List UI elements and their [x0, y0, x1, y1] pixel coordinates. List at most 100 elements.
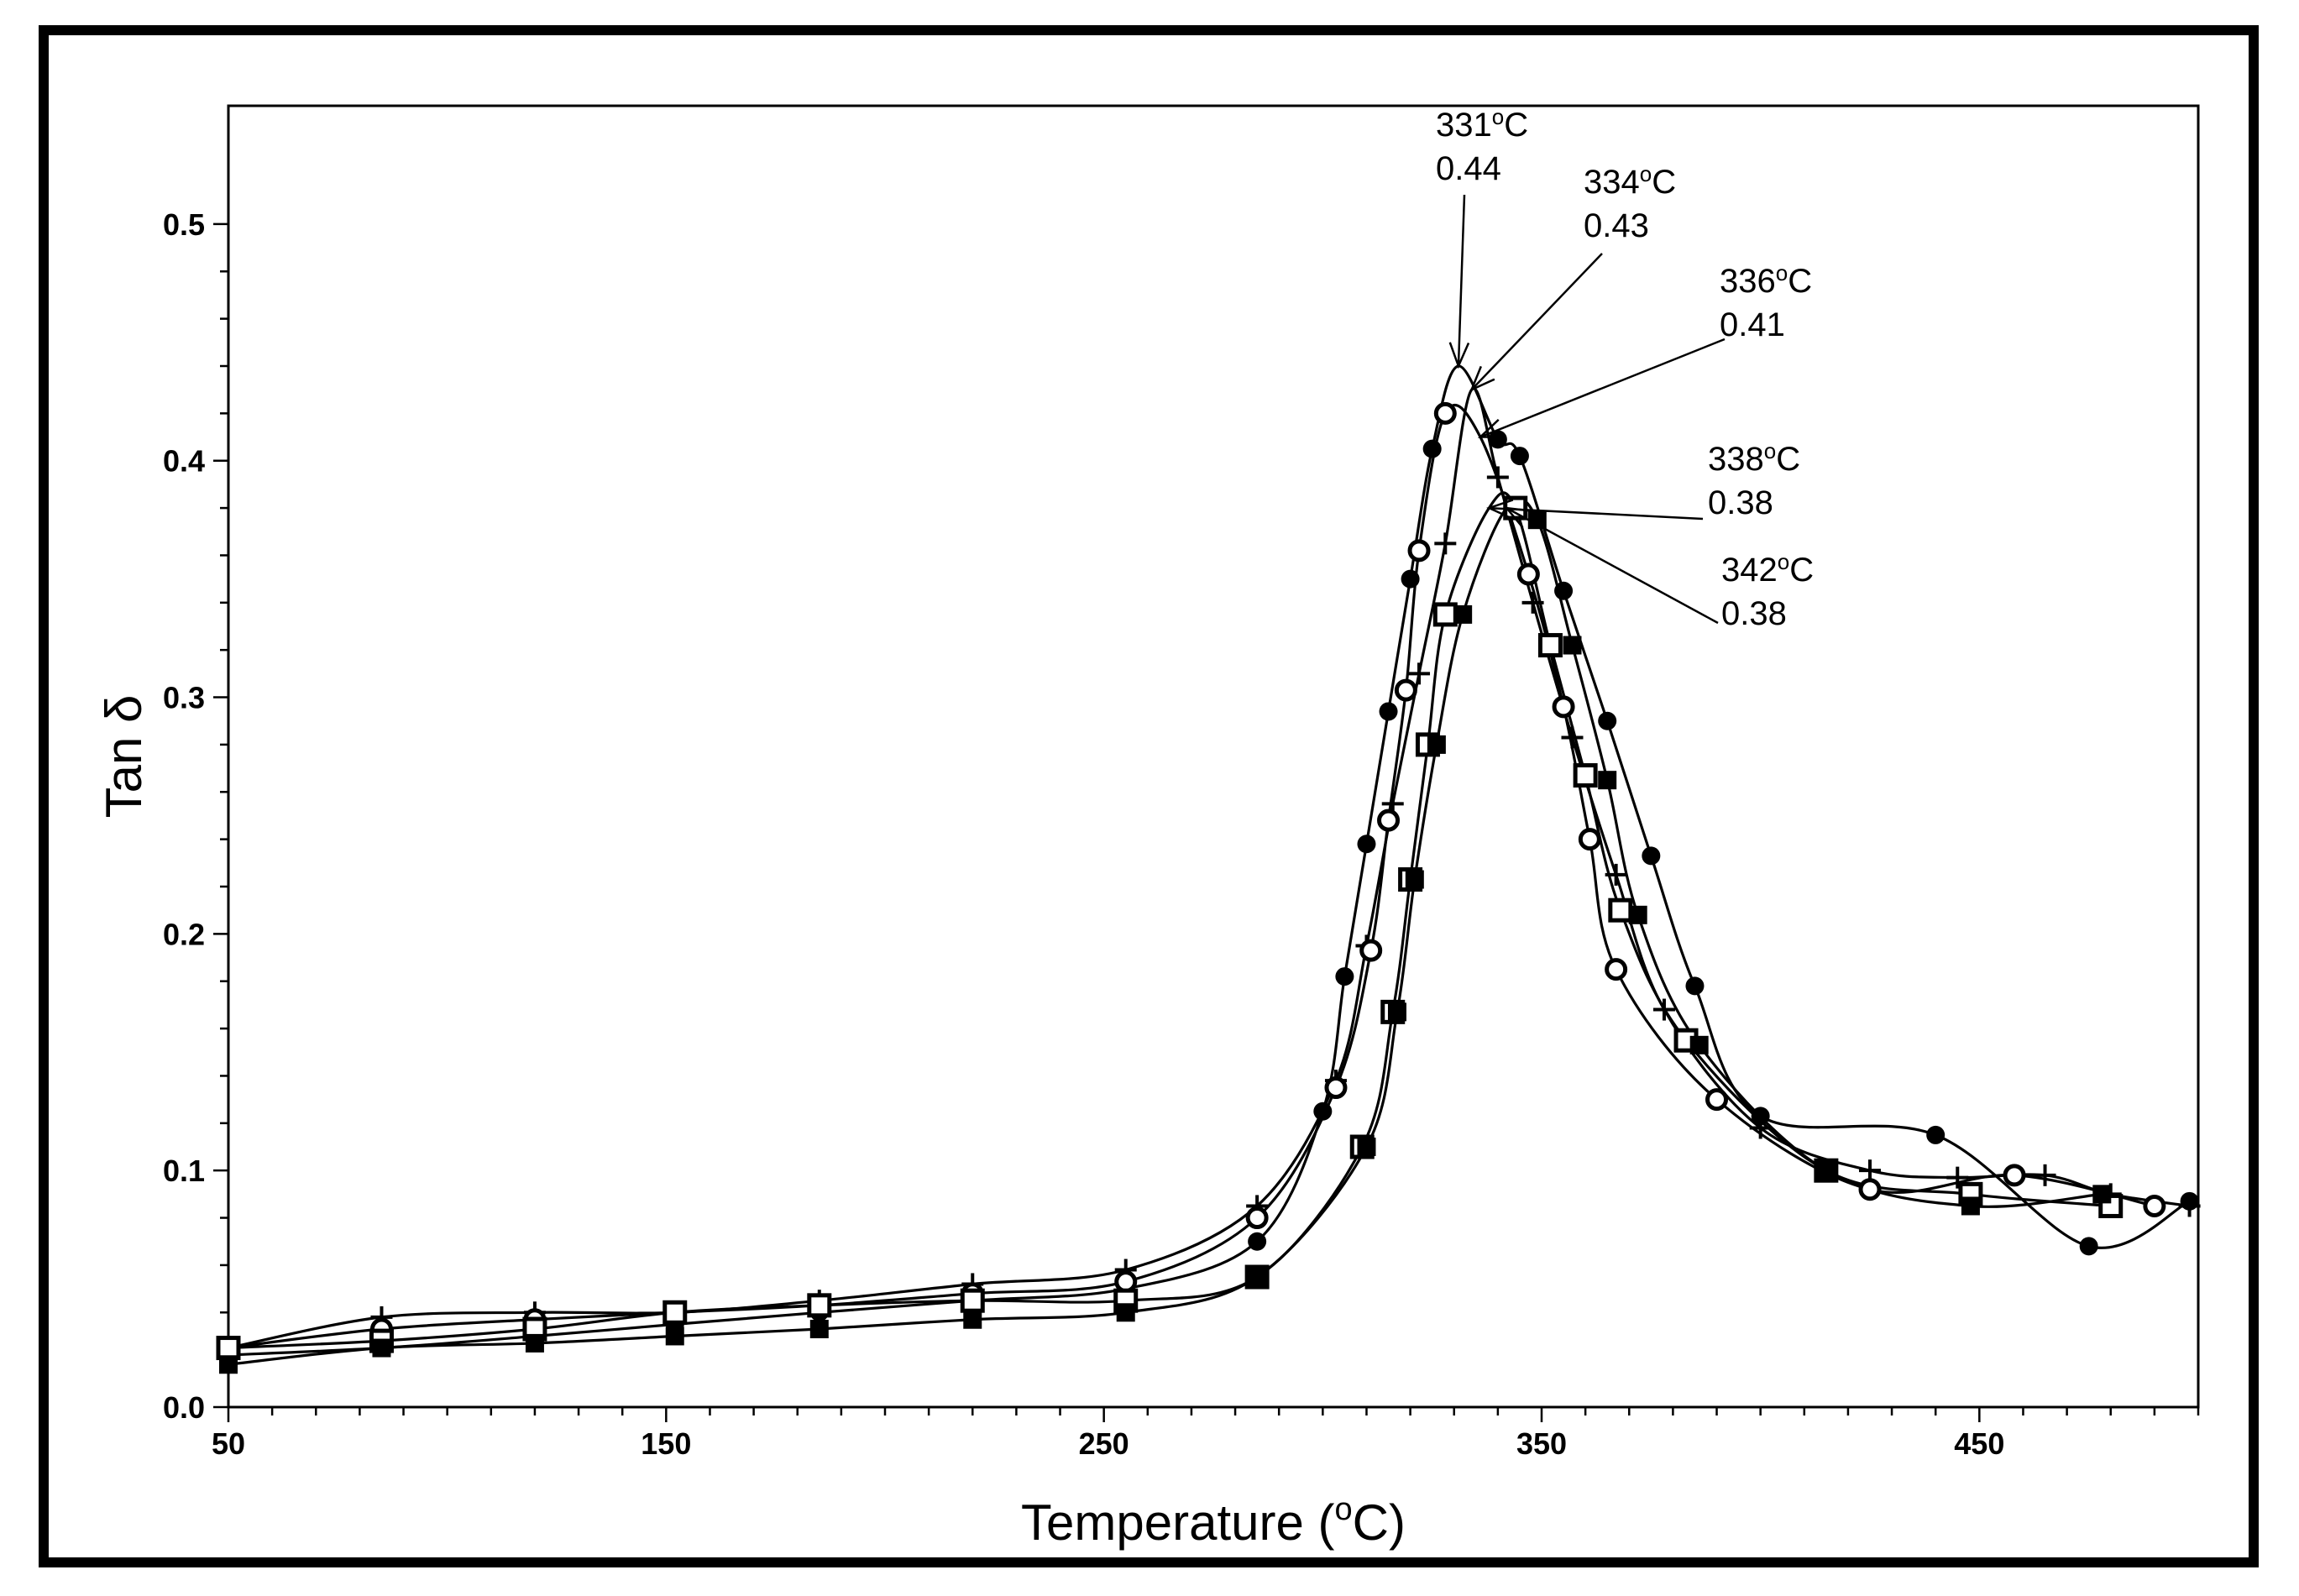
marker-filled-square	[1628, 905, 1647, 924]
x-axis-title-unit: C)	[1353, 1494, 1406, 1551]
marker-open-circle	[1516, 563, 1540, 586]
y-tick-label: 0.0	[163, 1390, 205, 1425]
marker-open-circle	[2003, 1164, 2026, 1187]
marker-filled-square	[665, 1327, 684, 1346]
marker-cross	[1486, 466, 1509, 489]
marker-filled-square	[1248, 1268, 1267, 1286]
marker-open-square	[1573, 763, 1598, 788]
marker-open-circle	[1114, 1270, 1138, 1294]
marker-open-circle	[1605, 958, 1628, 981]
marker-open-square	[1432, 602, 1458, 627]
marker-cross	[2034, 1164, 2056, 1186]
marker-cross	[1946, 1166, 1969, 1189]
marker-filled-circle	[1422, 439, 1442, 458]
x-axis-title-degree: o	[1335, 1492, 1353, 1527]
y-tick-label: 0.2	[163, 917, 205, 951]
annotation-temperature: 338oC	[1708, 438, 1800, 478]
x-axis-title: Temperature (oC)	[1021, 1492, 1406, 1551]
annotation-temperature: 336oC	[1720, 260, 1812, 300]
tan-delta-chart: 0.0 0.1 0.2 0.3 0.4 0.5 50 150 250 350 450 331oC 0…	[96, 104, 2201, 1551]
marker-filled-circle	[1598, 711, 1617, 730]
x-tick-label: 450	[1954, 1426, 2004, 1461]
y-axis: 0.0 0.1 0.2 0.3 0.4 0.5	[163, 207, 228, 1425]
marker-filled-square	[1357, 1138, 1376, 1156]
marker-open-circle	[1858, 1178, 1882, 1201]
y-tick-label: 0.4	[163, 444, 205, 479]
x-tick-label: 150	[641, 1426, 691, 1461]
x-axis: 50 150 250 350 450	[212, 1407, 2200, 1461]
marker-cross	[1521, 591, 1544, 614]
series-line-cross	[228, 387, 2190, 1350]
peak-annotation-334: 334oC 0.43	[1469, 161, 1676, 392]
series-line-open-circle	[228, 403, 2155, 1350]
marker-open-square	[216, 1336, 241, 1361]
marker-open-circle	[1324, 1076, 1348, 1100]
marker-open-square	[807, 1293, 832, 1318]
marker-filled-square	[219, 1355, 238, 1374]
marker-filled-circle	[1926, 1125, 1946, 1144]
annotation-arrow-head	[1486, 499, 1514, 520]
x-axis-title-main: Temperature (	[1021, 1494, 1334, 1551]
marker-cross	[1652, 998, 1675, 1021]
plot-area	[227, 104, 2200, 1409]
annotation-arrow-line	[1457, 194, 1466, 367]
marker-filled-square	[1563, 636, 1582, 655]
marker-filled-square	[1689, 1035, 1709, 1054]
annotation-arrow-head	[1504, 506, 1532, 528]
marker-filled-square	[1405, 870, 1424, 889]
marker-open-circle	[1578, 828, 1601, 851]
x-tick-label: 250	[1079, 1426, 1129, 1461]
marker-filled-circle	[1488, 430, 1507, 449]
marker-cross	[1859, 1159, 1881, 1182]
marker-filled-circle	[1357, 835, 1376, 854]
annotation-value: 0.43	[1584, 207, 1649, 244]
x-tick-label: 350	[1516, 1426, 1567, 1461]
marker-filled-circle	[1379, 702, 1398, 721]
marker-filled-square	[2092, 1185, 2112, 1204]
marker-filled-circle	[1335, 967, 1354, 986]
marker-open-circle	[1705, 1088, 1729, 1112]
annotation-arrow-line	[1479, 338, 1726, 438]
marker-open-circle	[1407, 539, 1431, 563]
marker-cross	[1408, 662, 1431, 685]
marker-filled-square	[1453, 604, 1473, 624]
annotation-temperature: 342oC	[1721, 549, 1814, 589]
marker-filled-circle	[1751, 1107, 1770, 1126]
marker-filled-square	[372, 1338, 391, 1358]
marker-filled-circle	[1401, 569, 1420, 589]
marker-filled-circle	[1642, 846, 1661, 866]
y-axis-title: Tan δ	[96, 695, 152, 819]
marker-open-circle	[1359, 939, 1383, 962]
marker-open-circle	[1245, 1206, 1269, 1230]
marker-open-square	[1608, 897, 1633, 923]
annotation-value: 0.41	[1720, 306, 1785, 343]
annotation-value: 0.38	[1708, 484, 1773, 521]
marker-open-circle	[1552, 695, 1575, 719]
x-tick-label: 50	[212, 1426, 245, 1461]
series-line-open-square	[228, 491, 2111, 1350]
annotation-arrow-line	[1470, 253, 1603, 391]
peak-annotation-336: 336oC 0.41	[1477, 260, 1812, 438]
annotation-value: 0.38	[1721, 595, 1787, 632]
series-line-filled-square	[228, 497, 2103, 1366]
marker-filled-circle	[1313, 1102, 1333, 1121]
marker-open-square	[662, 1300, 688, 1325]
marker-filled-square	[1387, 1002, 1406, 1022]
marker-open-square	[960, 1288, 985, 1313]
marker-cross	[2178, 1195, 2201, 1217]
annotation-arrow-head	[1448, 342, 1470, 369]
marker-open-circle	[1394, 678, 1417, 702]
marker-filled-circle	[2079, 1237, 2098, 1256]
marker-open-square	[1537, 633, 1563, 658]
peak-annotation-338: 338oC 0.38	[1486, 438, 1800, 521]
marker-filled-square	[525, 1333, 544, 1353]
peak-annotation-331: 331oC 0.44	[1436, 104, 1528, 369]
marker-filled-square	[1527, 510, 1547, 530]
marker-cross	[1749, 1117, 1772, 1139]
marker-filled-square	[1816, 1161, 1836, 1180]
marker-filled-square	[963, 1310, 982, 1329]
y-tick-label: 0.1	[163, 1154, 205, 1188]
peak-annotation-342: 342oC 0.38	[1504, 506, 1814, 632]
marker-filled-circle	[1510, 447, 1529, 466]
